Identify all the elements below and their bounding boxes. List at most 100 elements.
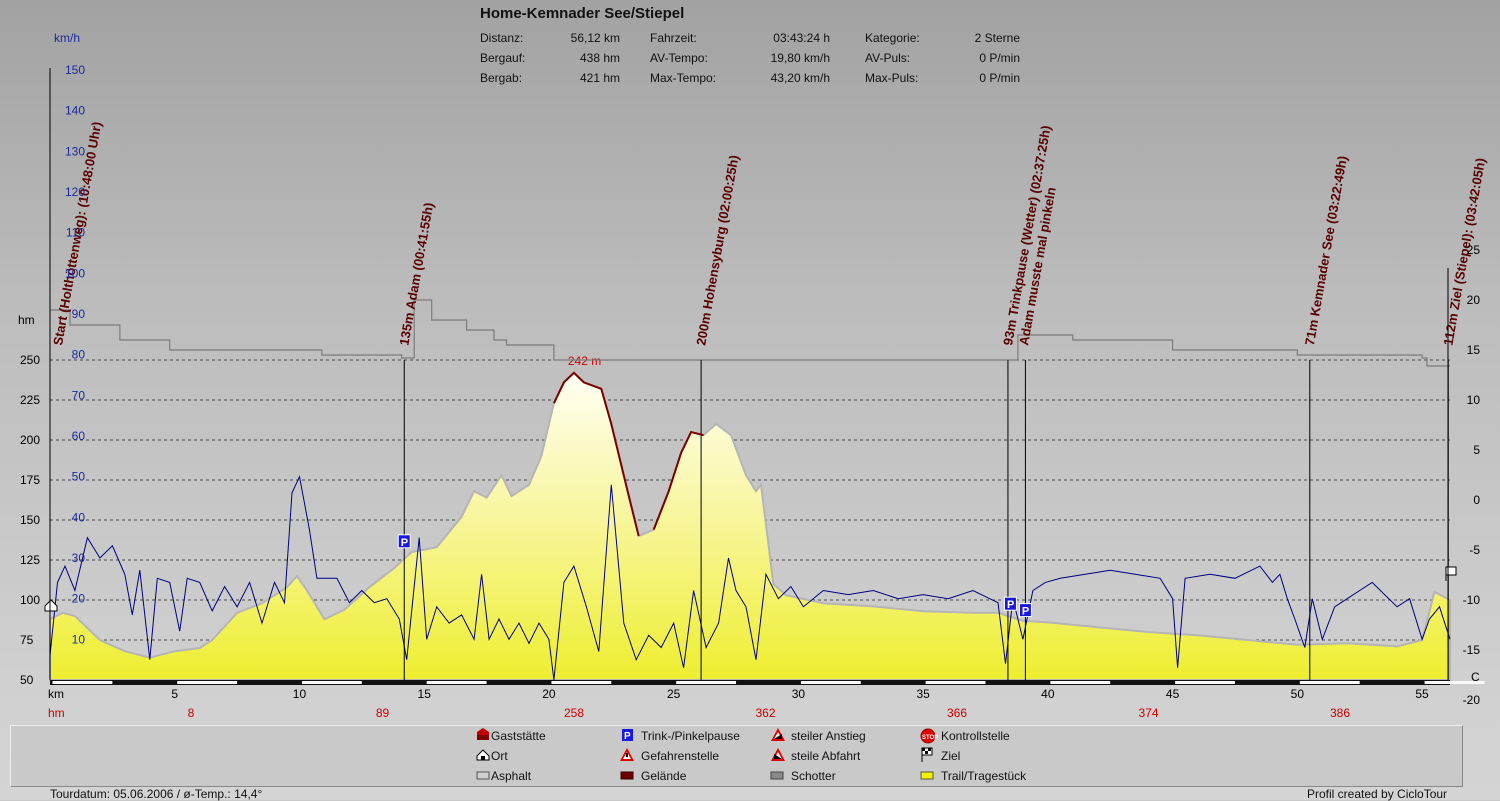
hm-row-label: 366 <box>947 706 967 720</box>
hm-row-label: 362 <box>755 706 775 720</box>
gelaende-segment <box>652 430 704 530</box>
stat-value: 56,12 km <box>570 31 620 45</box>
elevation-tick-label: 125 <box>20 553 40 567</box>
speed-tick-label: 70 <box>72 388 86 402</box>
elevation-tick-label: 225 <box>20 393 40 407</box>
right-unit-label: C <box>1471 670 1480 684</box>
distance-tick-label: 20 <box>542 687 556 701</box>
elevation-chart: 242 m Start (Holthöttenweg): (10:48:00 U… <box>18 31 1488 720</box>
waypoint-label: 71m Kemnader See (03:22:49h) <box>1302 155 1350 347</box>
speed-series <box>49 475 1451 681</box>
legend-label: steile Abfahrt <box>791 749 861 763</box>
credit: Profil created by CicloTour <box>1307 787 1448 801</box>
stat-label: Kategorie: <box>865 31 920 45</box>
schotter-swatch <box>770 771 784 780</box>
temperature-line <box>50 299 1450 367</box>
speed-tick-label: 130 <box>65 144 85 158</box>
stat-value: 0 P/min <box>979 51 1020 65</box>
steep-up-icon <box>771 728 785 741</box>
elevation-area: 242 m <box>49 354 1451 681</box>
distance-tick-label: 35 <box>916 687 930 701</box>
pause-icon-letter: P <box>1022 606 1029 618</box>
pause-icon-letter: P <box>401 537 408 549</box>
stop-icon: STOP <box>920 728 938 744</box>
surface-bar-segment <box>301 681 362 684</box>
surface-bar-segment <box>1299 681 1360 684</box>
elevation-tick-label: 75 <box>20 633 34 647</box>
pause-icon-box <box>397 534 411 549</box>
danger-icon <box>620 748 634 761</box>
distance-tick-label: 55 <box>1415 687 1429 701</box>
speed-tick-label: 120 <box>65 185 85 199</box>
speed-tick-label: 60 <box>72 429 86 443</box>
stat-value: 421 hm <box>579 71 620 85</box>
surface-bar-segment <box>551 681 612 684</box>
flag-icon <box>921 747 933 762</box>
gelaende-swatch <box>620 771 634 780</box>
stat-label: AV-Puls: <box>865 51 911 65</box>
right-tick-label: -15 <box>1463 643 1481 657</box>
pause-icon: P <box>397 534 411 549</box>
speed-tick-label: 50 <box>72 470 86 484</box>
right-tick-label: -10 <box>1463 593 1481 607</box>
stat-label: Distanz: <box>480 31 524 45</box>
asphalt-swatch <box>476 771 490 780</box>
distance-tick-label: 45 <box>1166 687 1180 701</box>
legend-label: Gaststätte <box>491 729 546 743</box>
speed-tick-label: 80 <box>72 348 86 362</box>
right-tick-label: -5 <box>1469 543 1480 557</box>
pause-icon-box <box>1003 596 1017 611</box>
gelaende-segment <box>552 371 640 537</box>
distance-unit-label: km <box>48 687 64 701</box>
legend-label: Schotter <box>791 769 836 783</box>
legend-label: Trink-/Pinkelpause <box>641 729 740 743</box>
stat-value: 19,80 km/h <box>770 51 830 65</box>
distance-tick-label: 25 <box>667 687 681 701</box>
elevation-fill <box>49 371 1451 681</box>
speed-tick-label: 20 <box>72 592 86 606</box>
finish-flag-cloth <box>1445 566 1457 576</box>
finish-flag-icon <box>1445 566 1457 581</box>
stat-value: 03:43:24 h <box>773 31 830 45</box>
surface-bar-segment <box>1424 681 1485 684</box>
surface-bar-segment <box>426 681 487 684</box>
stat-label: Bergab: <box>480 71 523 85</box>
surface-bar-segment <box>925 681 986 684</box>
right-tick-label: 0 <box>1473 493 1480 507</box>
elevation-tick-label: 200 <box>20 433 40 447</box>
stat-value: 43,20 km/h <box>770 71 830 85</box>
surface-bar-segment <box>177 681 238 684</box>
hm-row-label: 258 <box>564 706 584 720</box>
svg-text:P: P <box>624 731 631 742</box>
speed-tick-label: 110 <box>66 226 85 240</box>
speed-line <box>49 475 1451 681</box>
right-tick-label: 20 <box>1467 293 1481 307</box>
speed-unit-label: km/h <box>54 31 80 45</box>
surface-bar-segment <box>676 681 737 684</box>
distance-tick-label: 50 <box>1291 687 1305 701</box>
stat-value: 2 Sterne <box>974 31 1020 45</box>
waypoint-label: 200m Hohensyburg (02:00:25h) <box>693 154 741 347</box>
hm-row-label: 374 <box>1138 706 1158 720</box>
elevation-tick-label: 100 <box>20 593 40 607</box>
pause-icon: P <box>1018 603 1032 618</box>
legend-label: Gefahrenstelle <box>641 749 720 763</box>
waypoint-label: 135m Adam (00:41:55h) <box>396 201 436 346</box>
right-tick-label: -20 <box>1463 693 1481 707</box>
chart-title: Home-Kemnader See/Stiepel <box>480 5 685 22</box>
right-tick-label: 5 <box>1473 443 1480 457</box>
tour-date: Tourdatum: 05.06.2006 / ø-Temp.: 14,4° <box>50 787 263 801</box>
elevation-tick-label: 250 <box>20 353 40 367</box>
speed-tick-label: 140 <box>65 104 85 118</box>
pause-icon: P <box>1003 596 1017 611</box>
axes: 5075100125150175200225250hm1020304050607… <box>18 31 1485 720</box>
right-tick-label: 15 <box>1467 343 1481 357</box>
speed-tick-label: 10 <box>72 632 86 646</box>
distance-tick-label: 10 <box>293 687 307 701</box>
distance-tick-label: 40 <box>1041 687 1055 701</box>
pause-icon-letter: P <box>1007 599 1014 611</box>
surface-bar-segment <box>52 681 113 684</box>
hm-row-label: 8 <box>188 706 195 720</box>
hm-row-label: 89 <box>376 706 390 720</box>
surface-bar-segment <box>800 681 861 684</box>
